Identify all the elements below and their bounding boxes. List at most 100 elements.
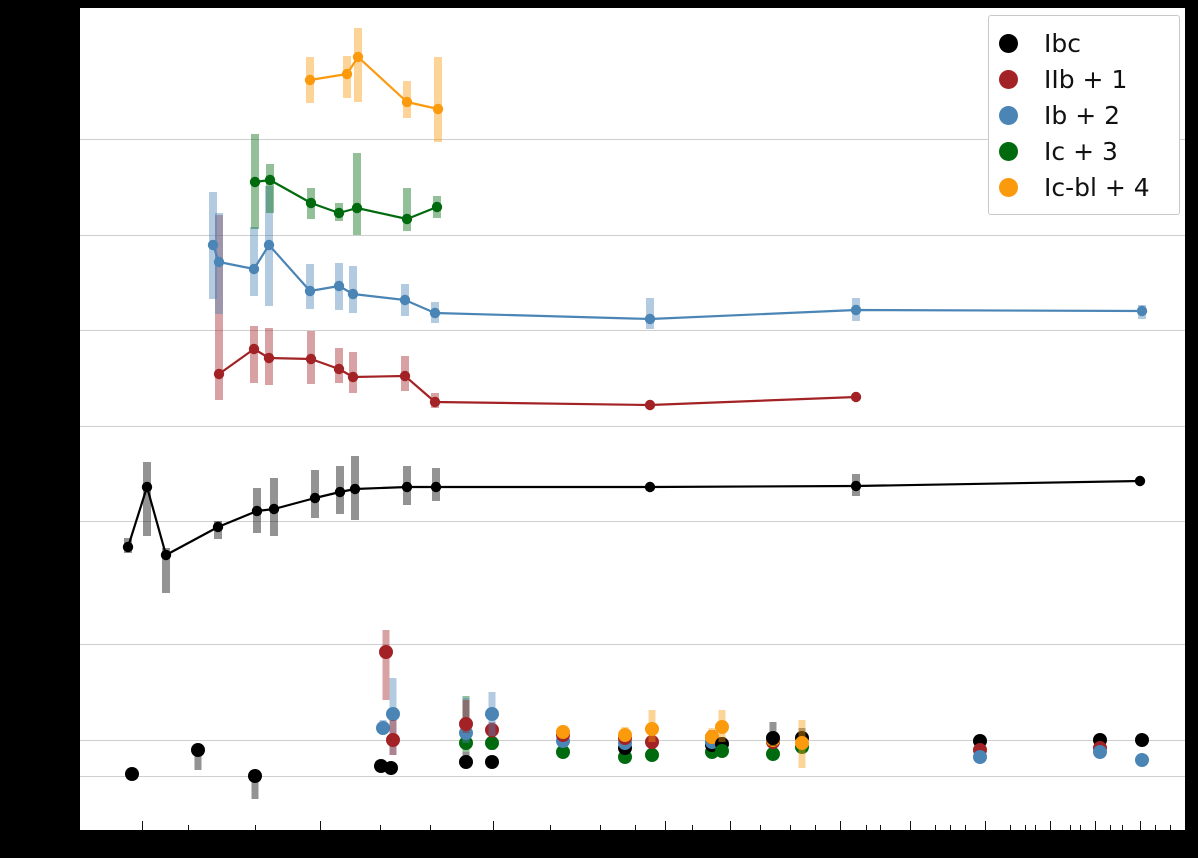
residual-point <box>459 717 473 731</box>
residual-point <box>459 736 473 750</box>
data-point <box>160 549 172 561</box>
data-point <box>248 343 260 355</box>
data-point <box>334 486 346 498</box>
residual-point <box>386 707 400 721</box>
legend-item-iib[interactable]: IIb + 1 <box>999 61 1167 97</box>
residual-point <box>459 755 473 769</box>
data-point <box>431 201 443 213</box>
legend-label: Ib + 2 <box>1044 100 1120 130</box>
data-point <box>401 213 413 225</box>
data-point <box>1136 305 1148 317</box>
data-point <box>850 480 862 492</box>
x-tick-minor <box>935 825 937 830</box>
data-point <box>122 541 134 553</box>
data-point <box>251 505 263 517</box>
data-point <box>305 353 317 365</box>
data-point <box>264 174 276 186</box>
x-tick-major <box>910 821 912 830</box>
x-tick-minor <box>880 825 882 830</box>
residual-point <box>376 721 390 735</box>
residual-point <box>715 744 729 758</box>
x-tick-major <box>1140 821 1142 830</box>
data-point <box>248 263 260 275</box>
legend-item-ib[interactable]: Ib + 2 <box>999 97 1167 133</box>
gridline <box>80 426 1185 427</box>
residual-point <box>973 750 987 764</box>
data-point <box>333 363 345 375</box>
data-point <box>268 503 280 515</box>
legend-dot-icon <box>999 177 1018 197</box>
residual-point <box>485 736 499 750</box>
gridline <box>80 740 1185 741</box>
data-point <box>141 481 153 493</box>
data-point <box>304 74 316 86</box>
data-point <box>401 481 413 493</box>
x-tick-minor <box>815 825 817 830</box>
x-tick-major <box>142 821 144 830</box>
data-point <box>429 396 441 408</box>
data-point <box>1134 475 1146 487</box>
series-ibc <box>122 456 1146 593</box>
x-tick-minor <box>866 825 868 830</box>
series-iib-1 <box>213 215 862 411</box>
residual-panel <box>80 610 1185 830</box>
x-tick-minor <box>188 825 190 830</box>
data-point <box>349 483 361 495</box>
data-point <box>351 202 363 214</box>
x-tick-major <box>493 821 495 830</box>
legend-item-ibc[interactable]: Ibc <box>999 25 1167 61</box>
x-tick-minor <box>380 825 382 830</box>
data-point <box>341 68 353 80</box>
data-point <box>432 103 444 115</box>
residual-point <box>386 733 400 747</box>
legend-dot-icon <box>999 105 1018 125</box>
x-tick-minor <box>965 825 967 830</box>
x-tick-major <box>985 821 987 830</box>
data-point <box>850 391 862 403</box>
residual-point <box>645 722 659 736</box>
x-tick-major <box>1050 821 1052 830</box>
x-tick-major <box>730 821 732 830</box>
series-line <box>308 55 440 111</box>
x-tick-minor <box>255 825 257 830</box>
gridline <box>80 521 1185 522</box>
gridline <box>80 330 1185 331</box>
data-point <box>263 352 275 364</box>
series-ic-bl-4 <box>304 28 444 142</box>
residual-point <box>795 736 809 750</box>
residual-point <box>485 707 499 721</box>
legend-item-ic[interactable]: Ic + 3 <box>999 133 1167 169</box>
residual-point <box>248 769 262 783</box>
residual-point <box>645 748 659 762</box>
data-point <box>347 371 359 383</box>
data-point <box>309 492 321 504</box>
legend[interactable]: Ibc IIb + 1 Ib + 2 Ic + 3 Ic-bl + 4 <box>988 15 1180 215</box>
gridline <box>80 139 1185 140</box>
residual-point <box>379 645 393 659</box>
gridline <box>80 776 1185 777</box>
residual-point <box>556 725 570 739</box>
data-point <box>429 307 441 319</box>
data-point <box>347 288 359 300</box>
x-tick-major <box>840 821 842 830</box>
series-ib-2 <box>207 186 1148 329</box>
data-point <box>399 370 411 382</box>
x-tick-minor <box>760 825 762 830</box>
data-point <box>207 239 219 251</box>
x-tick-minor <box>1010 825 1012 830</box>
legend-label: IIb + 1 <box>1044 64 1128 94</box>
x-tick-minor <box>430 825 432 830</box>
data-point <box>430 481 442 493</box>
x-tick-minor <box>1035 825 1037 830</box>
residual-point <box>618 728 632 742</box>
x-tick-minor <box>790 825 792 830</box>
series-line <box>217 347 858 407</box>
residual-point <box>191 743 205 757</box>
legend-dot-icon <box>999 69 1018 89</box>
legend-item-ic-bl[interactable]: Ic-bl + 4 <box>999 169 1167 205</box>
residual-point <box>766 747 780 761</box>
data-point <box>305 197 317 209</box>
residual-point <box>1093 745 1107 759</box>
data-point <box>213 368 225 380</box>
